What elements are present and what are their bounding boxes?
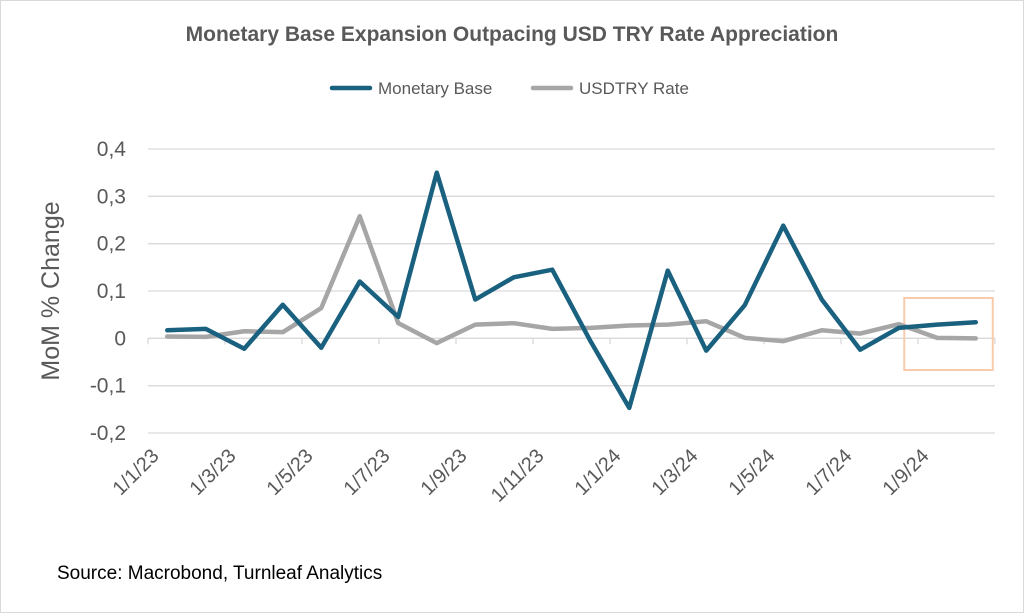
highlight-box: [903, 297, 994, 371]
source-note: Source: Macrobond, Turnleaf Analytics: [57, 563, 383, 584]
y-tick-label: -0,2: [90, 422, 126, 445]
y-tick-label: -0,1: [90, 375, 126, 398]
x-tick-label: 1/11/23: [487, 445, 549, 507]
x-tick-label: 1/1/24: [571, 445, 626, 500]
y-tick-label: 0,4: [97, 138, 127, 161]
x-tick-label: 1/7/24: [802, 445, 857, 500]
x-tick-label: 1/7/23: [340, 445, 395, 500]
legend-label: Monetary Base: [378, 79, 492, 98]
legend-label: USDTRY Rate: [579, 79, 689, 98]
y-axis-title: MoM % Change: [37, 201, 65, 380]
x-tick-label: 1/9/23: [417, 445, 472, 500]
x-tick-label: 1/5/23: [263, 445, 318, 500]
series-line-usdtry-rate: [165, 213, 978, 346]
x-tick-label: 1/5/24: [725, 445, 780, 500]
y-tick-label: 0,3: [97, 185, 126, 208]
y-tick-label: 0,1: [97, 280, 126, 303]
y-tick-label: 0: [114, 327, 126, 350]
series-line-monetary-base: [165, 170, 978, 411]
x-tick-label: 1/9/24: [879, 445, 934, 500]
x-tick-label: 1/3/23: [186, 445, 241, 500]
y-tick-label: 0,2: [97, 233, 126, 256]
x-tick-label: 1/3/24: [648, 445, 703, 500]
x-tick-label: 1/1/23: [109, 445, 164, 500]
chart-title: Monetary Base Expansion Outpacing USD TR…: [185, 23, 839, 46]
